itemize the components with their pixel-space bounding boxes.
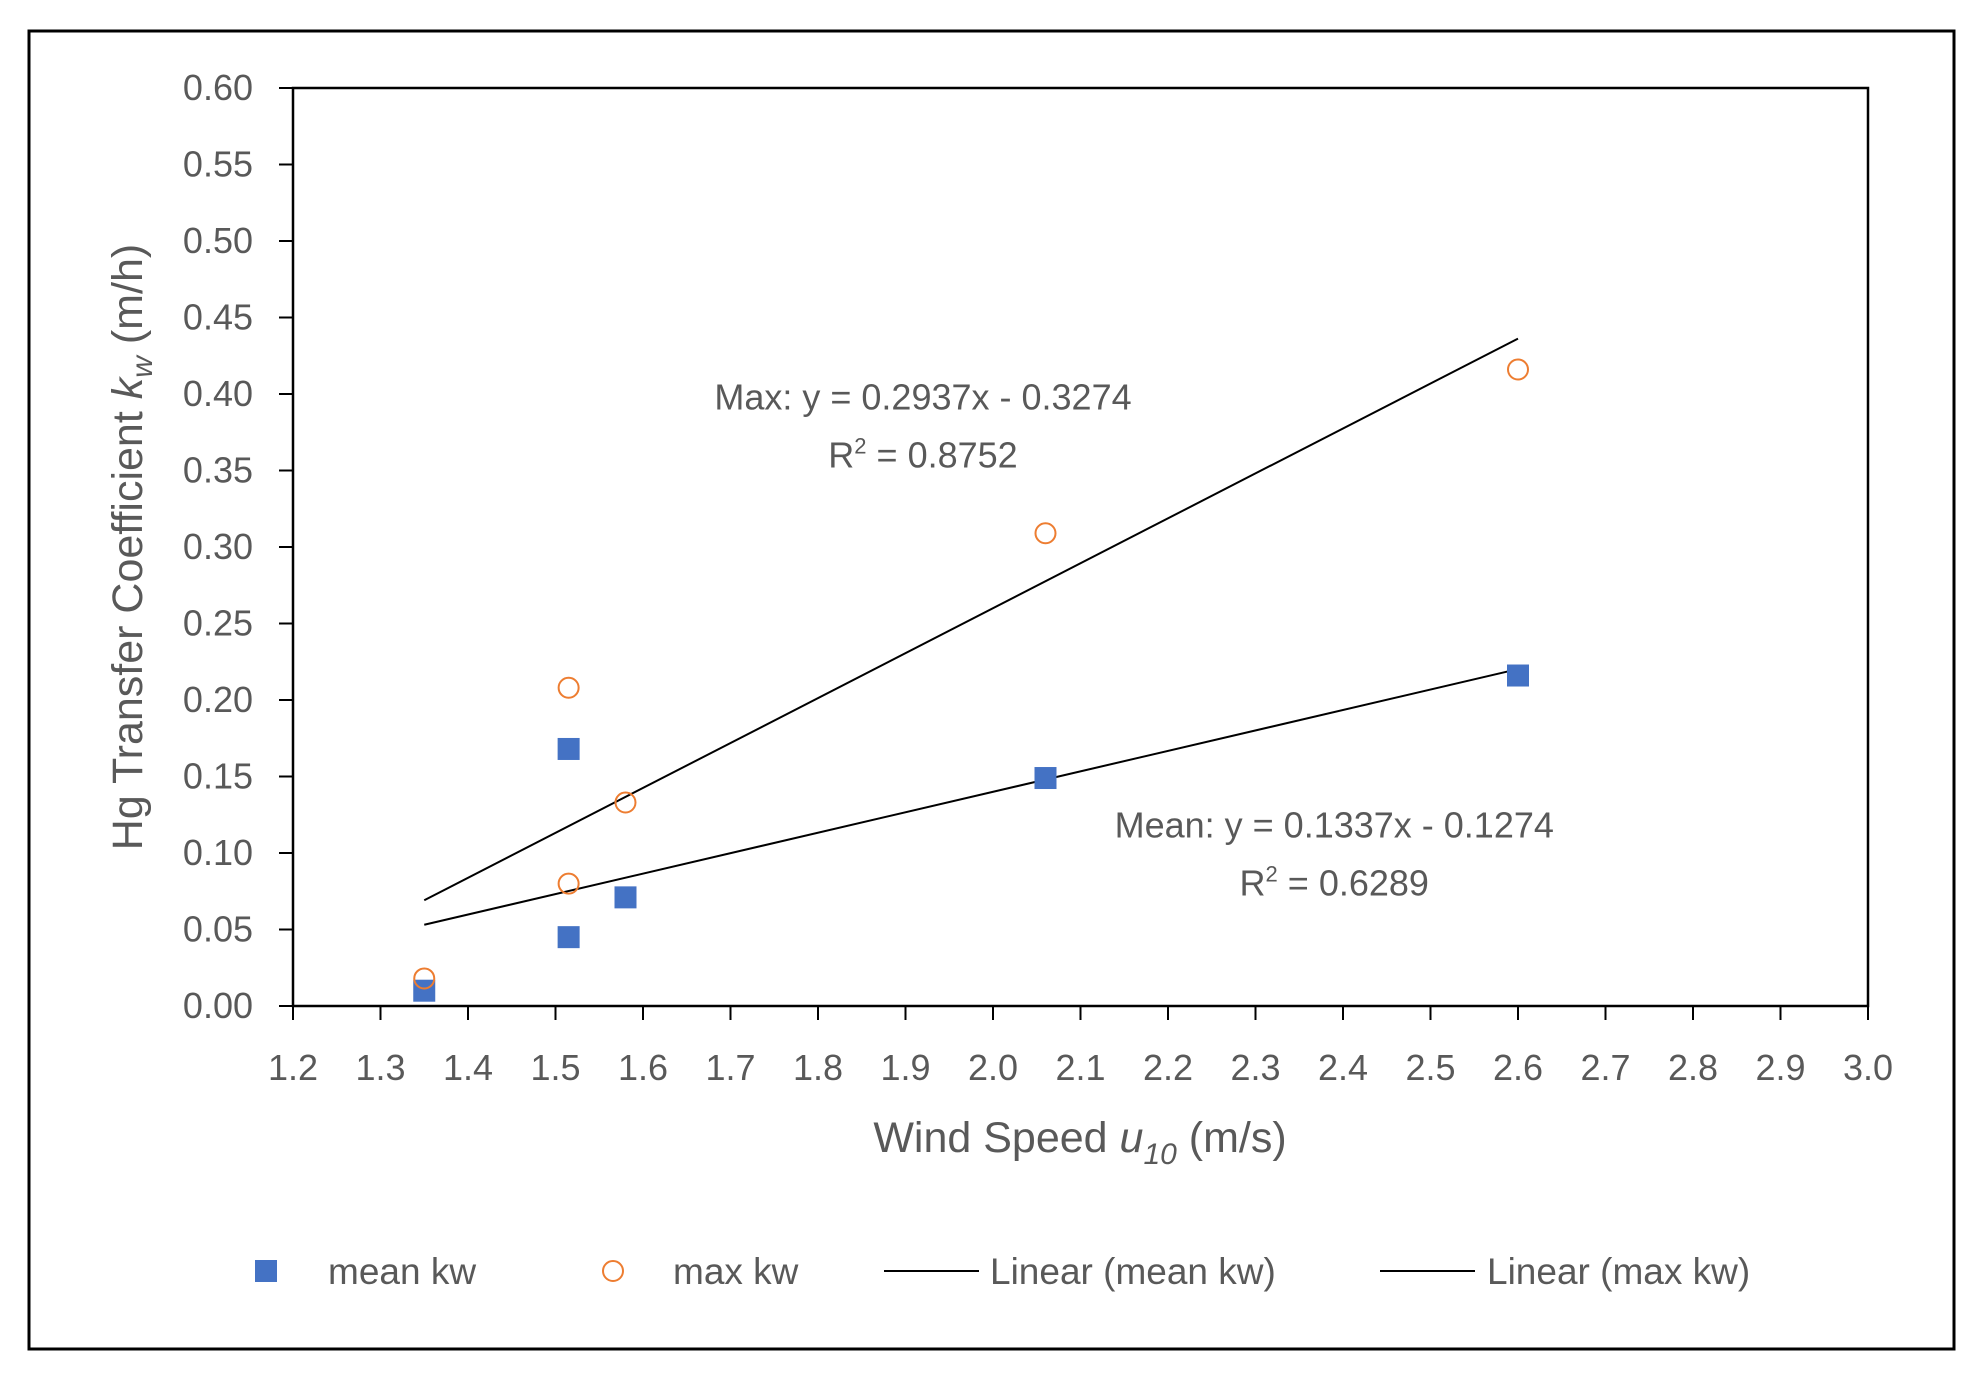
x-tick-label: 1.2 — [268, 1047, 318, 1088]
x-tick-label: 1.7 — [705, 1047, 755, 1088]
y-tick-label: 0.45 — [183, 297, 253, 338]
y-axis-title-main: Hg Transfer Coefficient — [104, 399, 152, 850]
x-tick-label: 2.9 — [1755, 1047, 1805, 1088]
mean-kw-point — [614, 886, 637, 909]
y-tick-label: 0.60 — [183, 67, 253, 108]
x-tick-label: 2.6 — [1493, 1047, 1543, 1088]
y-axis-ticks: 0.00 0.05 0.10 0.15 0.20 0.25 0.30 0.35 0.40 0.45… — [183, 67, 293, 1026]
x-axis-title-var: u — [1120, 1114, 1144, 1162]
legend-symbol-max-kw — [602, 1260, 624, 1282]
y-axis-title-sub: w — [126, 354, 159, 378]
x-axis-title-main: Wind Speed — [873, 1114, 1119, 1162]
legend-label-mean-kw: mean kw — [328, 1251, 476, 1292]
y-axis-title-unit: (m/h) — [104, 244, 152, 356]
y-tick-label: 0.20 — [183, 679, 253, 720]
max-kw-point — [1034, 522, 1057, 545]
x-tick-label: 1.8 — [793, 1047, 843, 1088]
trendline-r2-mean: R2 = 0.6289 — [1240, 862, 1429, 904]
trendline-max — [423, 337, 1519, 902]
mean-kw-point — [557, 926, 580, 949]
legend-label-max-kw: max kw — [673, 1251, 799, 1292]
y-tick-label: 0.10 — [183, 832, 253, 873]
r2-symbol: R — [828, 434, 854, 475]
trendline-r2-max: R2 = 0.8752 — [828, 433, 1017, 475]
x-tick-label: 2.8 — [1668, 1047, 1718, 1088]
r2-value: = 0.8752 — [867, 434, 1018, 475]
legend-symbol-mean-kw — [255, 1260, 277, 1282]
y-tick-label: 0.30 — [183, 526, 253, 567]
y-axis-title: Hg Transfer Coefficient kw (m/h) — [104, 244, 159, 850]
max-kw-point — [557, 872, 580, 895]
x-tick-label: 1.4 — [443, 1047, 493, 1088]
data-markers — [413, 358, 1529, 1002]
mean-kw-point — [413, 979, 436, 1002]
y-tick-label: 0.05 — [183, 909, 253, 950]
mean-kw-point — [1507, 664, 1529, 687]
plot-area — [291, 86, 1870, 1008]
x-tick-label: 2.0 — [968, 1047, 1018, 1088]
x-tick-label: 2.2 — [1143, 1047, 1193, 1088]
x-axis-title: Wind Speed u10 (m/s) — [873, 1114, 1286, 1171]
y-tick-label: 0.40 — [183, 373, 253, 414]
x-tick-label: 3.0 — [1843, 1047, 1893, 1088]
y-tick-label: 0.50 — [183, 220, 253, 261]
x-tick-label: 2.5 — [1405, 1047, 1455, 1088]
x-axis-title-unit: (m/s) — [1177, 1114, 1287, 1162]
mean-kw-point — [557, 737, 580, 760]
trendlines — [423, 337, 1519, 926]
r2-superscript: 2 — [1266, 862, 1278, 887]
max-kw-point — [413, 967, 436, 990]
y-axis-title-var: k — [104, 375, 152, 399]
trendline-mean — [424, 668, 1519, 926]
r2-value: = 0.6289 — [1278, 863, 1429, 904]
legend-label-linear-max-kw: Linear (max kw) — [1487, 1251, 1750, 1292]
y-tick-label: 0.35 — [183, 450, 253, 491]
y-tick-label: 0.15 — [183, 756, 253, 797]
x-tick-label: 2.7 — [1580, 1047, 1630, 1088]
x-tick-label: 1.5 — [530, 1047, 580, 1088]
x-axis-title-sub: 10 — [1143, 1138, 1177, 1171]
trendline-equation-max: Max: y = 0.2937x - 0.3274 — [714, 376, 1131, 417]
x-tick-label: 2.4 — [1318, 1047, 1368, 1088]
max-kw-point — [1507, 358, 1529, 381]
legend: mean kw max kw Linear (mean kw) Linear (max… — [255, 1251, 1750, 1292]
y-tick-label: 0.55 — [183, 144, 253, 185]
x-tick-label: 2.1 — [1055, 1047, 1105, 1088]
x-axis-ticks: 1.2 1.3 1.4 1.5 1.6 1.7 1.8 1.9 2.0 2.1 2.2 2.3 2.4 2… — [268, 1006, 1893, 1088]
max-kw-point — [614, 791, 637, 814]
x-tick-label: 1.9 — [880, 1047, 930, 1088]
max-kw-point — [557, 676, 580, 699]
mean-kw-point — [1034, 767, 1057, 790]
r2-symbol: R — [1240, 863, 1266, 904]
x-tick-label: 1.6 — [618, 1047, 668, 1088]
legend-label-linear-mean-kw: Linear (mean kw) — [990, 1251, 1276, 1292]
trendline-equation-mean: Mean: y = 0.1337x - 0.1274 — [1115, 805, 1554, 846]
x-tick-label: 1.3 — [355, 1047, 405, 1088]
r2-superscript: 2 — [854, 433, 866, 458]
y-tick-label: 0.25 — [183, 603, 253, 644]
y-tick-label: 0.00 — [183, 985, 253, 1026]
x-tick-label: 2.3 — [1230, 1047, 1280, 1088]
